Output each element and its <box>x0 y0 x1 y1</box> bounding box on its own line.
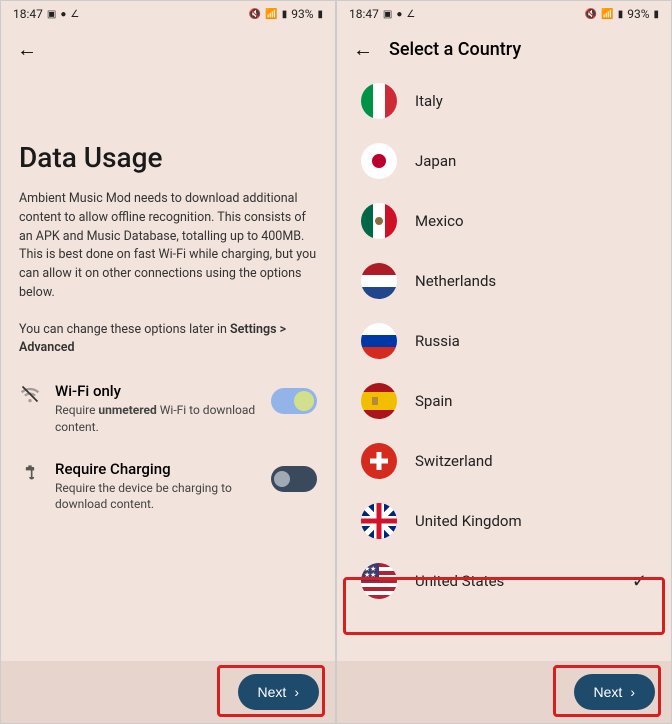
country-row-japan[interactable]: Japan <box>349 131 659 191</box>
country-row-us[interactable]: United States ✓ <box>349 551 659 611</box>
flag-russia-icon <box>361 323 397 359</box>
signal-icon: ▮ <box>618 9 624 20</box>
status-bar: 18:47 ▣ ● ∠ 🔇 📶 ▮ 93% ▮ <box>337 1 671 27</box>
flag-spain-icon <box>361 383 397 419</box>
chevron-right-icon: › <box>294 684 299 700</box>
flag-mexico-icon <box>361 203 397 239</box>
status-battery: 93% <box>627 7 649 21</box>
setting-wifi-only[interactable]: Wi-Fi only Require unmetered Wi-Fi to do… <box>19 382 317 436</box>
country-name: Italy <box>415 92 647 110</box>
setting-require-charging[interactable]: Require Charging Require the device be c… <box>19 460 317 514</box>
bottom-bar: Next › <box>337 661 671 723</box>
hint-text: You can change these options later in Se… <box>19 321 317 359</box>
switch-charging[interactable] <box>271 466 317 492</box>
wifi-icon: 📶 <box>601 9 613 20</box>
angle-icon: ∠ <box>70 9 79 20</box>
app-bar: ← <box>1 27 335 71</box>
chevron-right-icon: › <box>630 684 635 700</box>
picture-icon: ▣ <box>383 9 392 20</box>
wifi-off-icon <box>19 382 41 408</box>
country-name: Switzerland <box>415 452 647 470</box>
next-button[interactable]: Next › <box>574 674 655 710</box>
country-name: Russia <box>415 332 647 350</box>
flag-us-icon <box>361 563 397 599</box>
flag-uk-icon <box>361 503 397 539</box>
status-battery: 93% <box>291 7 313 21</box>
mute-icon: 🔇 <box>585 9 597 20</box>
flag-italy-icon <box>361 83 397 119</box>
status-bar: 18:47 ▣ ● ∠ 🔇 📶 ▮ 93% ▮ <box>1 1 335 27</box>
country-row-switzerland[interactable]: Switzerland <box>349 431 659 491</box>
battery-icon: ▮ <box>317 9 323 20</box>
app-bar-title: Select a Country <box>389 39 521 60</box>
wifi-icon: 📶 <box>265 9 277 20</box>
setting-desc: Require the device be charging to downlo… <box>55 480 257 514</box>
signal-icon: ▮ <box>282 9 288 20</box>
app-bar: ← Select a Country <box>337 27 671 71</box>
setting-title: Require Charging <box>55 460 257 478</box>
back-button[interactable]: ← <box>353 37 373 62</box>
flag-netherlands-icon <box>361 263 397 299</box>
country-name: Netherlands <box>415 272 647 290</box>
picture-icon: ▣ <box>47 9 56 20</box>
country-list: Italy Japan Mexico Netherlands Russia Spain Sw… <box>337 71 671 611</box>
angle-icon: ∠ <box>406 9 415 20</box>
country-row-italy[interactable]: Italy <box>349 71 659 131</box>
flag-switzerland-icon <box>361 443 397 479</box>
flag-japan-icon <box>361 143 397 179</box>
battery-icon: ▮ <box>653 9 659 20</box>
switch-wifi[interactable] <box>271 388 317 414</box>
dot-icon: ● <box>396 9 402 20</box>
setting-title: Wi-Fi only <box>55 382 257 400</box>
body-text: Ambient Music Mod needs to download addi… <box>19 190 317 303</box>
setting-desc: Require unmetered Wi-Fi to download cont… <box>55 402 257 436</box>
next-button[interactable]: Next › <box>238 674 319 710</box>
back-button[interactable]: ← <box>17 37 37 62</box>
country-name: United States <box>415 572 614 590</box>
country-row-netherlands[interactable]: Netherlands <box>349 251 659 311</box>
screen-data-usage: 18:47 ▣ ● ∠ 🔇 📶 ▮ 93% ▮ ← Data Usage Amb… <box>0 0 336 724</box>
bottom-bar: Next › <box>1 661 335 723</box>
dot-icon: ● <box>60 9 66 20</box>
country-row-russia[interactable]: Russia <box>349 311 659 371</box>
country-name: Spain <box>415 392 647 410</box>
country-row-mexico[interactable]: Mexico <box>349 191 659 251</box>
screen-select-country: 18:47 ▣ ● ∠ 🔇 📶 ▮ 93% ▮ ← Select a Count… <box>336 0 672 724</box>
check-icon: ✓ <box>632 571 647 592</box>
country-row-uk[interactable]: United Kingdom <box>349 491 659 551</box>
mute-icon: 🔇 <box>249 9 261 20</box>
country-name: Mexico <box>415 212 647 230</box>
country-name: United Kingdom <box>415 512 647 530</box>
status-time: 18:47 <box>13 7 43 21</box>
charging-icon <box>19 460 41 486</box>
country-name: Japan <box>415 152 647 170</box>
page-title: Data Usage <box>19 141 317 174</box>
status-time: 18:47 <box>349 7 379 21</box>
country-row-spain[interactable]: Spain <box>349 371 659 431</box>
